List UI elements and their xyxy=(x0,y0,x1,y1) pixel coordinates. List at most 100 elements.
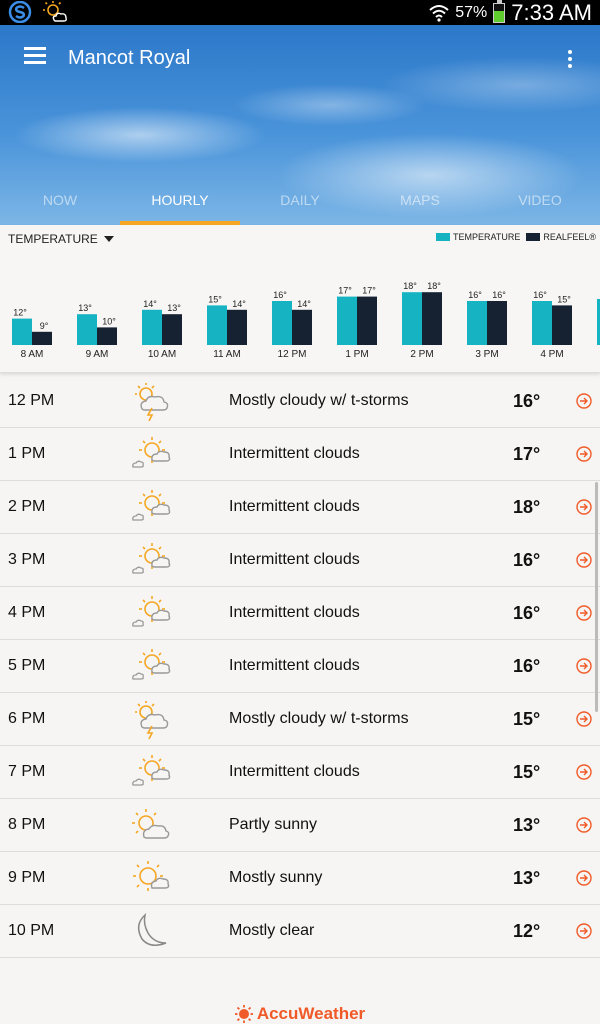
arrow-right-icon[interactable] xyxy=(576,711,592,727)
arrow-right-icon[interactable] xyxy=(576,605,592,621)
chart-type-dropdown[interactable]: TEMPERATURE xyxy=(8,232,114,246)
temperature-bar xyxy=(142,309,162,345)
hour-temperature: 16° xyxy=(513,550,541,570)
temperature-label: 18° xyxy=(403,281,417,291)
hour-temperature: 16° xyxy=(513,391,541,411)
tab-hourly[interactable]: HOURLY xyxy=(120,175,240,225)
battery-percent: 57% xyxy=(455,3,488,21)
hour-temperature: 18° xyxy=(513,497,541,517)
hour-tick-label: 8 AM xyxy=(21,349,44,360)
tab-now[interactable]: NOW xyxy=(42,192,78,208)
realfeel-bar xyxy=(32,331,52,345)
hour-tick-label: 1 PM xyxy=(345,349,368,360)
tab-video[interactable]: VIDEO xyxy=(518,192,562,208)
realfeel-bar xyxy=(292,309,312,345)
partly-sunny-icon xyxy=(128,805,172,845)
realfeel-bar xyxy=(97,327,117,345)
temperature-bar xyxy=(272,301,292,345)
realfeel-label: 14° xyxy=(297,299,311,309)
temperature-bar xyxy=(207,305,227,345)
hourly-row[interactable]: 3 PM Intermittent clouds 16° xyxy=(0,534,600,587)
hourly-row[interactable]: 10 PM Mostly clear 12° xyxy=(0,905,600,958)
tab-daily[interactable]: DAILY xyxy=(280,192,320,208)
condition-phrase: Intermittent clouds xyxy=(229,604,360,621)
thunder-cloud-icon xyxy=(128,381,172,422)
condition-phrase: Mostly sunny xyxy=(229,869,323,886)
sun-cloud-icon xyxy=(128,593,172,633)
hour-label: 6 PM xyxy=(8,710,46,727)
hour-temperature: 16° xyxy=(513,603,541,623)
sun-logo-icon xyxy=(234,1005,253,1023)
realfeel-bar xyxy=(552,305,572,345)
temperature-label: 15° xyxy=(208,294,222,304)
arrow-right-icon[interactable] xyxy=(576,764,592,780)
wifi-icon xyxy=(429,4,449,22)
hourly-row[interactable]: 4 PM Intermittent clouds 16° xyxy=(0,587,600,640)
realfeel-label: 16° xyxy=(492,290,506,300)
location-title: Mancot Royal xyxy=(68,47,191,69)
arrow-right-icon[interactable] xyxy=(576,870,592,886)
realfeel-label: 14° xyxy=(232,299,246,309)
condition-phrase: Mostly cloudy w/ t-storms xyxy=(229,392,409,409)
overflow-menu-icon[interactable] xyxy=(560,47,580,69)
condition-phrase: Intermittent clouds xyxy=(229,657,360,674)
temperature-label: 16° xyxy=(273,290,287,300)
hour-temperature: 12° xyxy=(513,921,541,941)
hourly-row[interactable]: 8 PM Partly sunny 13° xyxy=(0,799,600,852)
hourly-row[interactable]: 1 PM Intermittent clouds 17° xyxy=(0,428,600,481)
arrow-right-icon[interactable] xyxy=(576,552,592,568)
hourly-row[interactable]: 9 PM Mostly sunny 13° xyxy=(0,852,600,905)
sun-cloud-icon xyxy=(128,434,172,474)
hour-tick-label: 4 PM xyxy=(540,349,563,360)
thunder-cloud-icon xyxy=(128,699,172,740)
hour-tick-label: 3 PM xyxy=(475,349,498,360)
arrow-right-icon[interactable] xyxy=(576,923,592,939)
battery-icon xyxy=(493,0,506,23)
realfeel-bar xyxy=(357,296,377,345)
realfeel-bar xyxy=(422,292,442,345)
hourly-row[interactable]: 5 PM Intermittent clouds 16° xyxy=(0,640,600,693)
realfeel-label: 10° xyxy=(102,316,116,326)
condition-phrase: Intermittent clouds xyxy=(229,763,360,780)
condition-phrase: Intermittent clouds xyxy=(229,551,360,568)
tab-maps[interactable]: MAPS xyxy=(400,192,440,208)
arrow-right-icon[interactable] xyxy=(576,393,592,409)
temperature-label: 17° xyxy=(338,286,352,296)
condition-phrase: Intermittent clouds xyxy=(229,498,360,515)
realfeel-bar xyxy=(162,314,182,345)
sun-cloud-icon xyxy=(128,487,172,527)
hour-label: 1 PM xyxy=(8,445,46,462)
arrow-right-icon[interactable] xyxy=(576,658,592,674)
hour-label: 9 PM xyxy=(8,869,46,886)
hour-tick-label: 2 PM xyxy=(410,349,433,360)
s-app-icon xyxy=(8,1,32,23)
hour-label: 3 PM xyxy=(8,551,46,568)
menu-icon[interactable] xyxy=(24,47,48,69)
realfeel-label: 15° xyxy=(557,294,571,304)
temperature-bar xyxy=(402,292,422,345)
temperature-label: 14° xyxy=(143,299,157,309)
scrollbar[interactable] xyxy=(595,482,598,712)
hourly-row[interactable]: 2 PM Intermittent clouds 18° xyxy=(0,481,600,534)
legend-realfeel: REALFEEL® xyxy=(526,232,596,242)
arrow-right-icon[interactable] xyxy=(576,446,592,462)
hour-temperature: 13° xyxy=(513,868,541,888)
hour-temperature: 17° xyxy=(513,444,541,464)
tab-bar: NOW HOURLY DAILY MAPS VIDEO xyxy=(0,175,600,225)
hour-label: 5 PM xyxy=(8,657,46,674)
hourly-row[interactable]: 6 PM Mostly cloudy w/ t-storms 15° xyxy=(0,693,600,746)
hourly-row[interactable]: 12 PM Mostly cloudy w/ t-storms 16° xyxy=(0,375,600,428)
hourly-chart-panel: TEMPERATURE TEMPERATURE REALFEEL® 12° 9° 8… xyxy=(0,225,600,373)
weather-notification-icon xyxy=(43,1,67,22)
temperature-bar xyxy=(337,296,357,345)
arrow-right-icon[interactable] xyxy=(576,499,592,515)
hour-label: 2 PM xyxy=(8,498,46,515)
realfeel-label: 9° xyxy=(40,321,49,331)
hourly-temperature-chart[interactable]: 12° 9° 8 AM 13° 10° 9 AM 14° 13° 10 AM 15° 14° 11 A… xyxy=(0,255,600,365)
hour-label: 8 PM xyxy=(8,816,46,833)
moon-icon xyxy=(128,911,172,951)
hourly-row[interactable]: 7 PM Intermittent clouds 15° xyxy=(0,746,600,799)
chart-legend: TEMPERATURE REALFEEL® xyxy=(436,232,596,242)
arrow-right-icon[interactable] xyxy=(576,817,592,833)
temperature-bar-partial xyxy=(597,299,600,345)
